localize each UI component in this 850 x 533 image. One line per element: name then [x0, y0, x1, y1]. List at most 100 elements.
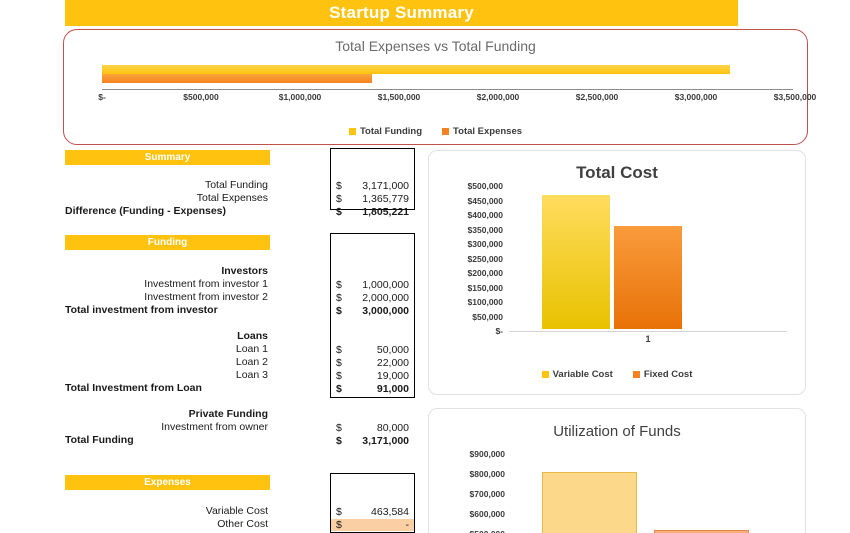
bar-fixed-cost: [614, 226, 682, 329]
amount: 1,000,000: [362, 279, 409, 291]
y-axis-tick-label: $400,000: [467, 210, 503, 220]
total-cost-legend: Variable Cost Fixed Cost: [429, 369, 805, 380]
top-chart-x-axis-ticks: $- $500,000 $1,000,000 $1,500,000 $2,000,000…: [84, 92, 816, 106]
section-header-summary: Summary: [65, 150, 270, 165]
sheet-row-value: $ -: [331, 519, 414, 531]
amount: 80,000: [376, 422, 409, 434]
legend-label: Variable Cost: [552, 369, 613, 380]
sheet-row-label: Investment from investor 2: [144, 291, 268, 303]
legend-item: Total Funding: [348, 126, 423, 137]
sheet-row-value: $2,000,000: [331, 292, 414, 304]
legend-label: Fixed Cost: [643, 369, 693, 380]
sheet-row-value: $463,584: [331, 506, 414, 518]
sheet-row-label: Loans: [237, 330, 268, 342]
y-axis-tick-label: $300,000: [467, 239, 503, 249]
top-chart-tick-label: $2,500,000: [575, 92, 619, 102]
sheet-row-label: Investment from investor 1: [144, 278, 268, 290]
legend-swatch-icon: [632, 371, 640, 378]
financial-summary-sheet: Summary Total Funding Total Expenses Diffe…: [0, 148, 420, 533]
currency-symbol: $: [336, 344, 342, 356]
legend-item: Total Expenses: [442, 126, 522, 137]
currency-symbol: $: [336, 370, 342, 382]
amount: 1,365,779: [362, 193, 409, 205]
sheet-row-label: Difference (Funding - Expenses): [65, 205, 227, 217]
sheet-row-value: $1,000,000: [331, 279, 414, 291]
utilization-bar-1: [542, 472, 637, 533]
sheet-row-label: Loan 3: [235, 369, 268, 381]
sheet-row-value: $1,365,779: [331, 193, 414, 205]
currency-symbol: $: [336, 506, 342, 518]
amount: 22,000: [376, 357, 409, 369]
y-axis-tick-label: $250,000: [467, 253, 503, 264]
legend-swatch-icon: [348, 128, 356, 135]
sheet-row-label: Loan 1: [235, 343, 268, 355]
legend-label: Total Funding: [359, 126, 423, 137]
sheet-row-value: $1,805,221: [331, 206, 414, 218]
amount: 50,000: [376, 344, 409, 356]
sheet-row-label: Total Funding: [204, 179, 268, 191]
amount: 91,000: [376, 383, 409, 395]
top-chart-tick-label: $500,000: [183, 92, 219, 102]
sheet-row-label: Variable Cost: [205, 505, 268, 517]
sheet-row-label: Loan 2: [235, 356, 268, 368]
total-cost-x-category: 1: [645, 334, 651, 344]
y-axis-tick-label: $500,000: [441, 529, 505, 533]
amount: 3,000,000: [362, 305, 409, 317]
sheet-row-value: $3,171,000: [331, 435, 414, 447]
y-axis-tick-label: $900,000: [469, 449, 505, 459]
currency-symbol: $: [336, 357, 342, 369]
top-chart-plot-area: [102, 64, 795, 88]
top-chart-title: Total Expenses vs Total Funding: [335, 38, 536, 54]
legend-swatch-icon: [442, 128, 450, 135]
sheet-row-value: $80,000: [331, 422, 414, 434]
top-chart-tick-label: $3,000,000: [674, 92, 718, 102]
y-axis-tick-label: $100,000: [467, 297, 503, 307]
amount: 3,171,000: [362, 180, 409, 192]
y-axis-tick-label: $50,000: [472, 311, 503, 322]
total-cost-chart-card: Total Cost $- $50,000 $100,000 $150,000 $200…: [428, 150, 806, 395]
y-axis-tick-label: $800,000: [469, 469, 505, 479]
amount: -: [405, 519, 410, 531]
sheet-row-value: $50,000: [331, 344, 414, 356]
top-chart-tick-label: $2,000,000: [476, 92, 520, 102]
legend-label: Total Expenses: [453, 126, 523, 137]
bar-total-funding: [102, 65, 730, 74]
currency-symbol: $: [336, 383, 342, 395]
y-axis-tick-label: $200,000: [467, 268, 503, 278]
sheet-row-value: $91,000: [331, 383, 414, 395]
utilization-bar-2: [654, 530, 749, 533]
total-expenses-vs-total-funding-card: Total Expenses vs Total Funding $- $500,0…: [63, 29, 816, 145]
utilization-of-funds-chart-card: Utilization of Funds $500,000 $600,000 $70…: [428, 408, 806, 533]
y-axis-tick-label: $450,000: [467, 195, 503, 206]
sheet-row-label: Total Funding: [65, 434, 134, 446]
sheet-row-value: $3,171,000: [331, 180, 414, 192]
sheet-row-value: $22,000: [331, 357, 414, 369]
y-axis-tick-label: $350,000: [467, 224, 503, 235]
y-axis-tick-label: $150,000: [467, 282, 503, 293]
sheet-row-label: Total Expenses: [196, 192, 268, 204]
top-chart-tick-label: $-: [98, 92, 106, 102]
sheet-row-label: Other Cost: [217, 518, 268, 530]
page-title: Startup Summary: [65, 0, 738, 26]
top-chart-tick-label: $1,000,000: [278, 92, 322, 102]
top-chart-legend: Total Funding Total Expenses: [64, 126, 807, 137]
currency-symbol: $: [336, 206, 342, 218]
expenses-value-box: $463,584 $ -: [330, 473, 415, 533]
sheet-row-label: Investment from owner: [161, 421, 268, 433]
utilization-chart-title: Utilization of Funds: [553, 423, 681, 440]
sheet-row-label: Investors: [221, 265, 268, 277]
currency-symbol: $: [336, 193, 342, 205]
currency-symbol: $: [336, 435, 342, 447]
amount: 463,584: [371, 506, 409, 518]
total-cost-chart-title: Total Cost: [576, 163, 658, 182]
y-axis-tick-label: $-: [495, 326, 503, 336]
amount: 3,171,000: [362, 435, 409, 447]
currency-symbol: $: [336, 305, 342, 317]
total-cost-baseline: [509, 331, 787, 332]
bar-total-expenses: [102, 74, 373, 83]
sheet-row-label: Private Funding: [188, 408, 268, 420]
sheet-row-label: Total investment from investor: [65, 304, 218, 316]
currency-symbol: $: [336, 519, 342, 531]
top-chart-tick-label: $1,500,000: [377, 92, 421, 102]
